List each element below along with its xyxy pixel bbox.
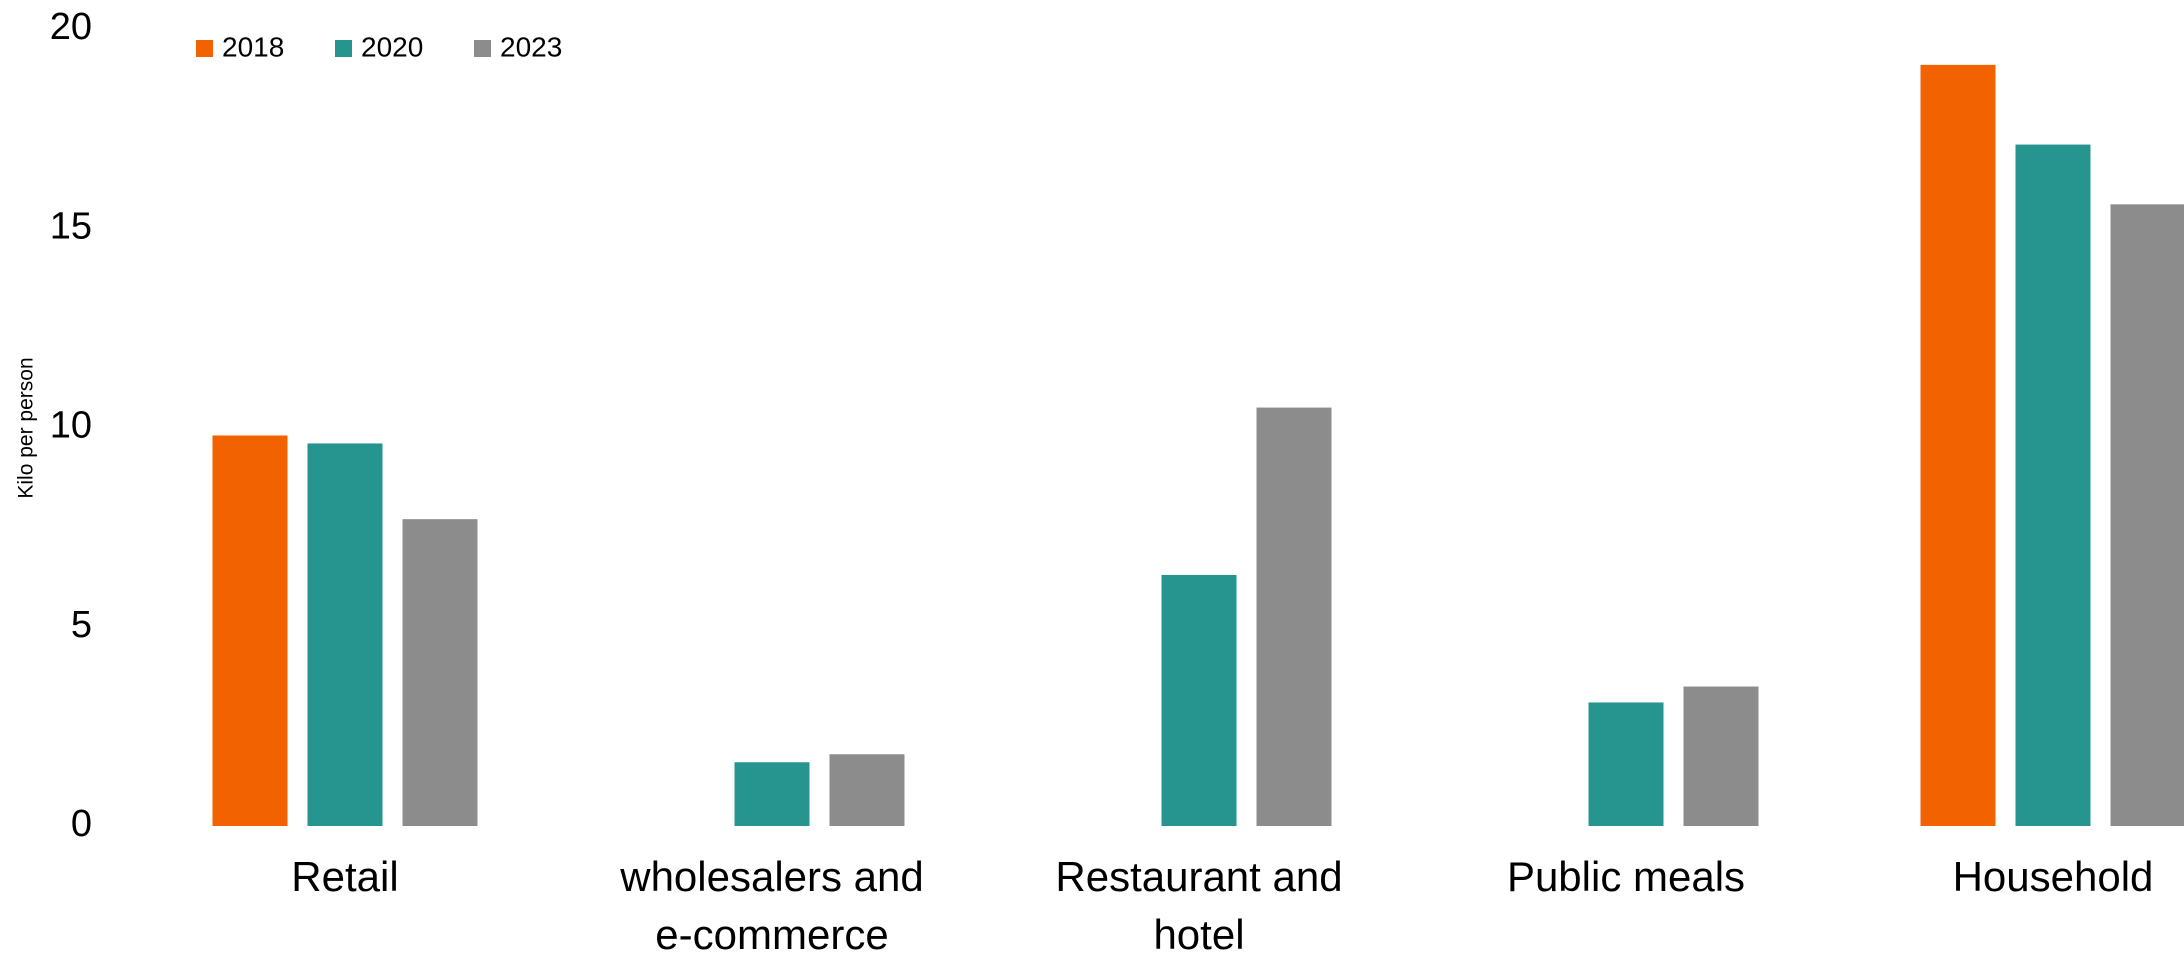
y-tick-label: 10 [50, 405, 92, 447]
bar [829, 754, 905, 826]
bar [1161, 574, 1237, 826]
bar [734, 762, 810, 826]
y-tick-label: 15 [50, 205, 92, 247]
x-tick-label: Restaurant and hotel [1055, 853, 1343, 957]
bar [2015, 144, 2091, 826]
legend-label: 2018 [222, 31, 284, 62]
bar [212, 435, 288, 826]
bar [307, 443, 383, 826]
x-tick-label: wholesalers and e-commerce [620, 853, 924, 957]
bar [2110, 204, 2184, 827]
y-axis-title: Kilo per person [15, 357, 38, 498]
x-tick-label: Retail [291, 853, 399, 900]
bar [1256, 407, 1332, 826]
legend-swatch [196, 40, 213, 57]
bar [1683, 686, 1759, 826]
x-tick-label: Household [1952, 853, 2154, 900]
legend-label: 2023 [500, 31, 562, 62]
bar [1920, 64, 1996, 827]
y-tick-label: 0 [71, 803, 92, 845]
y-tick-label: 5 [71, 604, 92, 646]
y-tick-label: 20 [50, 6, 92, 48]
legend-swatch [335, 40, 352, 57]
legend-label: 2020 [361, 31, 423, 62]
legend-swatch [474, 40, 491, 57]
bar [402, 519, 478, 826]
x-tick-label: Public meals [1506, 853, 1746, 900]
bar [1588, 702, 1664, 826]
